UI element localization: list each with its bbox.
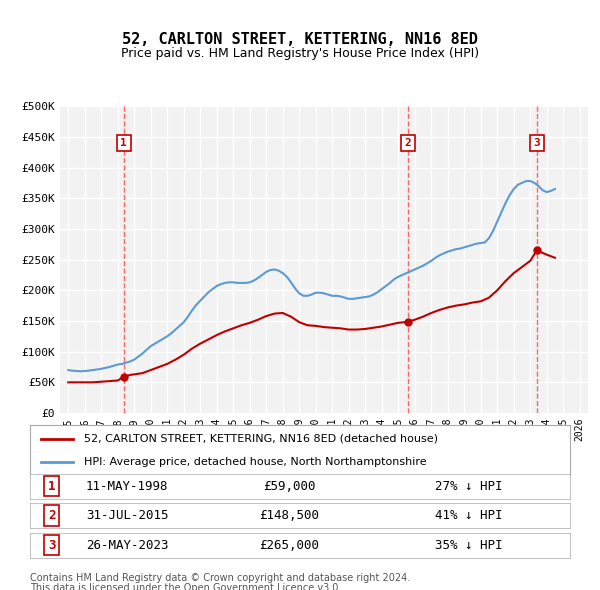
Text: £148,500: £148,500 xyxy=(259,509,319,522)
Text: 41% ↓ HPI: 41% ↓ HPI xyxy=(435,509,503,522)
Text: 3: 3 xyxy=(48,539,55,552)
Text: HPI: Average price, detached house, North Northamptonshire: HPI: Average price, detached house, Nort… xyxy=(84,457,427,467)
Text: 31-JUL-2015: 31-JUL-2015 xyxy=(86,509,169,522)
Text: 27% ↓ HPI: 27% ↓ HPI xyxy=(435,480,503,493)
Text: 1: 1 xyxy=(48,480,55,493)
Text: 52, CARLTON STREET, KETTERING, NN16 8ED: 52, CARLTON STREET, KETTERING, NN16 8ED xyxy=(122,32,478,47)
Text: 2: 2 xyxy=(404,138,411,148)
Text: 11-MAY-1998: 11-MAY-1998 xyxy=(86,480,169,493)
Text: 1: 1 xyxy=(121,138,127,148)
Text: 2: 2 xyxy=(48,509,55,522)
Text: 35% ↓ HPI: 35% ↓ HPI xyxy=(435,539,503,552)
Text: 3: 3 xyxy=(533,138,540,148)
Text: This data is licensed under the Open Government Licence v3.0.: This data is licensed under the Open Gov… xyxy=(30,583,341,590)
Text: £59,000: £59,000 xyxy=(263,480,316,493)
Text: Price paid vs. HM Land Registry's House Price Index (HPI): Price paid vs. HM Land Registry's House … xyxy=(121,47,479,60)
Text: 52, CARLTON STREET, KETTERING, NN16 8ED (detached house): 52, CARLTON STREET, KETTERING, NN16 8ED … xyxy=(84,434,438,444)
Text: £265,000: £265,000 xyxy=(259,539,319,552)
Text: Contains HM Land Registry data © Crown copyright and database right 2024.: Contains HM Land Registry data © Crown c… xyxy=(30,573,410,584)
Text: 26-MAY-2023: 26-MAY-2023 xyxy=(86,539,169,552)
